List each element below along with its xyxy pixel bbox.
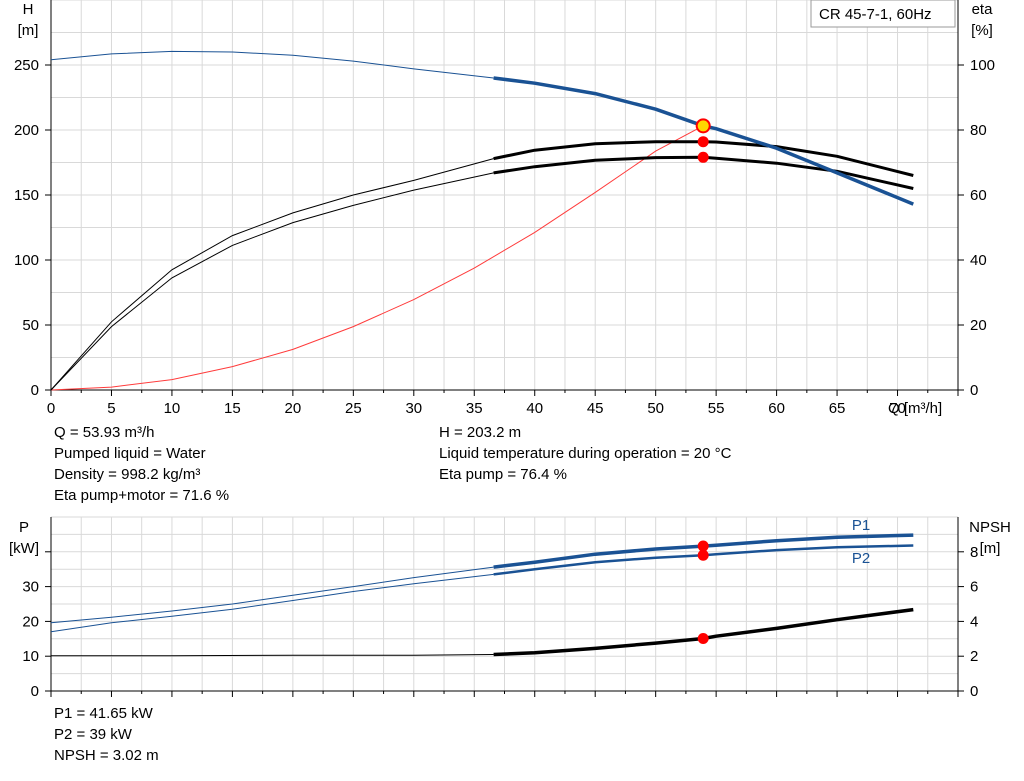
- eta-pump-motor-curve-thin: [50, 172, 494, 391]
- head-curve-thin: [50, 50, 494, 79]
- y-tick-label-left: 200: [14, 122, 39, 139]
- p1-series-label: P1: [852, 517, 870, 534]
- info-pumped-liquid: Pumped liquid = Water: [54, 445, 206, 462]
- y-axis-label-right: eta: [972, 1, 994, 18]
- info-npsh: NPSH = 3.02 m: [54, 747, 159, 764]
- x-tick-label: 20: [285, 400, 302, 417]
- y-tick-label-left: 20: [22, 613, 39, 630]
- y-axis-label-left-unit: [m]: [18, 22, 39, 39]
- x-tick-label: 5: [107, 400, 115, 417]
- x-axis-label: Q [m³/h]: [888, 400, 942, 417]
- info-eta-pump-motor: Eta pump+motor = 71.6 %: [54, 487, 230, 504]
- x-tick-label: 50: [647, 400, 664, 417]
- y-axis-label-left: H: [23, 1, 34, 18]
- p1-point: [697, 540, 709, 552]
- chart-title: CR 45-7-1, 60Hz: [819, 6, 932, 23]
- title-box: [810, 0, 956, 28]
- x-tick-label: 10: [164, 400, 181, 417]
- y-tick-label-right: 40: [970, 252, 987, 269]
- y-tick-label-left: 0: [31, 683, 39, 700]
- info-eta-pump: Eta pump = 76.4 %: [439, 466, 567, 483]
- info-head: H = 203.2 m: [439, 424, 522, 441]
- x-tick-label: 65: [829, 400, 846, 417]
- y-tick-label-left: 10: [22, 648, 39, 665]
- y-tick-label-right: 2: [970, 648, 978, 665]
- x-tick-label: 15: [224, 400, 241, 417]
- x-tick-label: 25: [345, 400, 362, 417]
- npsh-point: [697, 632, 709, 644]
- y-tick-label-right: 6: [970, 579, 978, 596]
- x-tick-label: 55: [708, 400, 725, 417]
- y-tick-label-right: 60: [970, 187, 987, 204]
- info-flow: Q = 53.93 m³/h: [54, 424, 155, 441]
- p-axis-label: P: [19, 519, 29, 536]
- info-top-left: Q = 53.93 m³/h Pumped liquid = Water Den…: [54, 422, 229, 506]
- y-tick-label-right: 0: [970, 683, 978, 700]
- info-liquid-temperature: Liquid temperature during operation = 20…: [439, 445, 732, 462]
- info-p2: P2 = 39 kW: [54, 726, 132, 743]
- eta-pump-motor-point: [697, 151, 709, 163]
- p2-curve-thin: [50, 573, 494, 633]
- npsh-curve-thin: [51, 654, 494, 657]
- duty-point: [695, 118, 711, 134]
- eta-pump-point: [697, 136, 709, 148]
- eta-pump-curve-thin: [50, 158, 494, 391]
- y-tick-label-right: 20: [970, 317, 987, 334]
- y-tick-label-right: 8: [970, 544, 978, 561]
- y-tick-label-right: 80: [970, 122, 987, 139]
- x-tick-label: 60: [768, 400, 785, 417]
- info-p1: P1 = 41.65 kW: [54, 705, 153, 722]
- x-tick-label: 40: [526, 400, 543, 417]
- y-tick-label-right: 0: [970, 382, 978, 399]
- info-top-right: H = 203.2 m Liquid temperature during op…: [439, 422, 731, 485]
- system-curve: [50, 125, 704, 391]
- y-tick-label-left: 100: [14, 252, 39, 269]
- y-tick-label-left: 250: [14, 57, 39, 74]
- p1-curve-thin: [50, 566, 494, 624]
- p2-series-label: P2: [852, 550, 870, 567]
- y-tick-label-left: 50: [22, 317, 39, 334]
- p2-point: [697, 549, 709, 561]
- npsh-axis-label-unit: [m]: [980, 540, 1001, 557]
- npsh-axis-label: NPSH: [969, 519, 1011, 536]
- x-tick-label: 35: [466, 400, 483, 417]
- y-tick-label-right: 4: [970, 613, 978, 630]
- y-tick-label-left: 30: [22, 579, 39, 596]
- x-tick-label: 70: [889, 400, 906, 417]
- y-tick-label-right: 100: [970, 57, 995, 74]
- x-tick-label: 0: [47, 400, 55, 417]
- info-density: Density = 998.2 kg/m³: [54, 466, 201, 483]
- x-tick-label: 45: [587, 400, 604, 417]
- info-bottom: P1 = 41.65 kW P2 = 39 kW NPSH = 3.02 m: [54, 703, 159, 766]
- p-axis-label-unit: [kW]: [9, 540, 39, 557]
- npsh-curve-thick: [493, 607, 914, 657]
- x-tick-label: 30: [405, 400, 422, 417]
- y-tick-label-left: 150: [14, 187, 39, 204]
- y-tick-label-left: 0: [31, 382, 39, 399]
- y-axis-label-right-unit: [%]: [971, 22, 993, 39]
